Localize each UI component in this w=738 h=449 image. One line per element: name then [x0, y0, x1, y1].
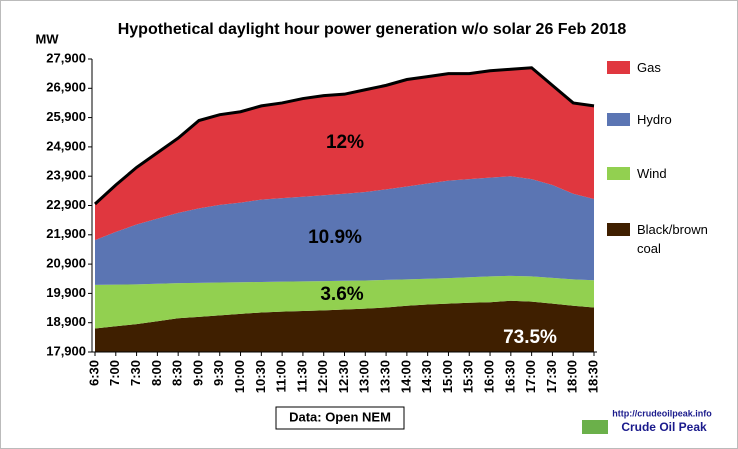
x-tick-label: 13:00	[357, 360, 372, 393]
logo	[582, 420, 608, 434]
x-tick-label: 9:30	[211, 360, 226, 386]
total-outline	[93, 66, 595, 206]
y-tick-label: 21,900	[46, 226, 86, 241]
x-tick-label: 15:30	[461, 360, 476, 393]
annotation: 73.5%	[503, 327, 557, 348]
x-tick-label: 8:00	[149, 360, 164, 386]
x-tick-label: 16:30	[502, 360, 517, 393]
x-tick-label: 10:00	[232, 360, 247, 393]
x-tick-label: 8:30	[170, 360, 185, 386]
y-tick-label: 18,900	[46, 314, 86, 329]
x-tick-label: 12:30	[336, 360, 351, 393]
source-box	[275, 406, 405, 430]
y-tick-label: 26,900	[46, 80, 86, 95]
y-tick-label: 24,900	[46, 138, 86, 153]
y-tick-label: 23,900	[46, 168, 86, 183]
x-tick-label: 7:00	[107, 360, 122, 386]
legend-label: Wind	[637, 166, 667, 181]
x-tick-label: 11:30	[294, 360, 309, 393]
area	[95, 275, 594, 329]
y-tick-label: 19,900	[46, 285, 86, 300]
area	[95, 176, 594, 285]
x-tick-label: 17:00	[523, 360, 538, 393]
legend-swatch	[607, 113, 630, 126]
x-tick-label: 15:00	[440, 360, 455, 393]
annotation: 3.6%	[320, 284, 363, 305]
x-tick-label: 12:00	[315, 360, 330, 393]
legend-label: Black/brown coal	[637, 222, 708, 256]
x-tick-label: 18:00	[565, 360, 580, 393]
x-tick-label: 6:30	[86, 360, 101, 386]
x-tick-label: 7:30	[128, 360, 143, 386]
y-tick-label: 20,900	[46, 256, 86, 271]
legend-label: Hydro	[637, 112, 672, 127]
x-tick-label: 18:30	[585, 360, 600, 393]
x-tick-label: 16:00	[481, 360, 496, 393]
y-tick-label: 17,900	[46, 343, 86, 358]
annotation: 12%	[326, 132, 364, 153]
chart-title: Hypothetical daylight hour power generat…	[118, 21, 627, 38]
legend-swatch	[607, 167, 630, 180]
legend-swatch	[607, 223, 630, 236]
source: Data: Open NEM	[289, 409, 391, 424]
y-tick-label: 27,900	[46, 50, 86, 65]
y-axis-label: MW	[35, 31, 59, 46]
plot	[95, 67, 594, 352]
area	[95, 67, 594, 241]
x-tick-label: 14:30	[419, 360, 434, 393]
x-tick-label: 9:00	[190, 360, 205, 386]
watermark-url: http://crudeoilpeak.info	[612, 408, 712, 418]
area	[95, 300, 594, 352]
x-tick-label: 10:30	[253, 360, 268, 393]
x-tick-label: 14:00	[398, 360, 413, 393]
x-tick-label: 13:30	[378, 360, 393, 393]
legend-swatch	[607, 61, 630, 74]
x-tick-label: 11:00	[274, 360, 289, 393]
watermark-name: Crude Oil Peak	[621, 420, 707, 434]
annotation: 10.9%	[308, 227, 362, 248]
y-tick-label: 22,900	[46, 197, 86, 212]
y-tick-label: 25,900	[46, 109, 86, 124]
legend-label: Gas	[637, 60, 661, 75]
x-tick-label: 17:30	[544, 360, 559, 393]
